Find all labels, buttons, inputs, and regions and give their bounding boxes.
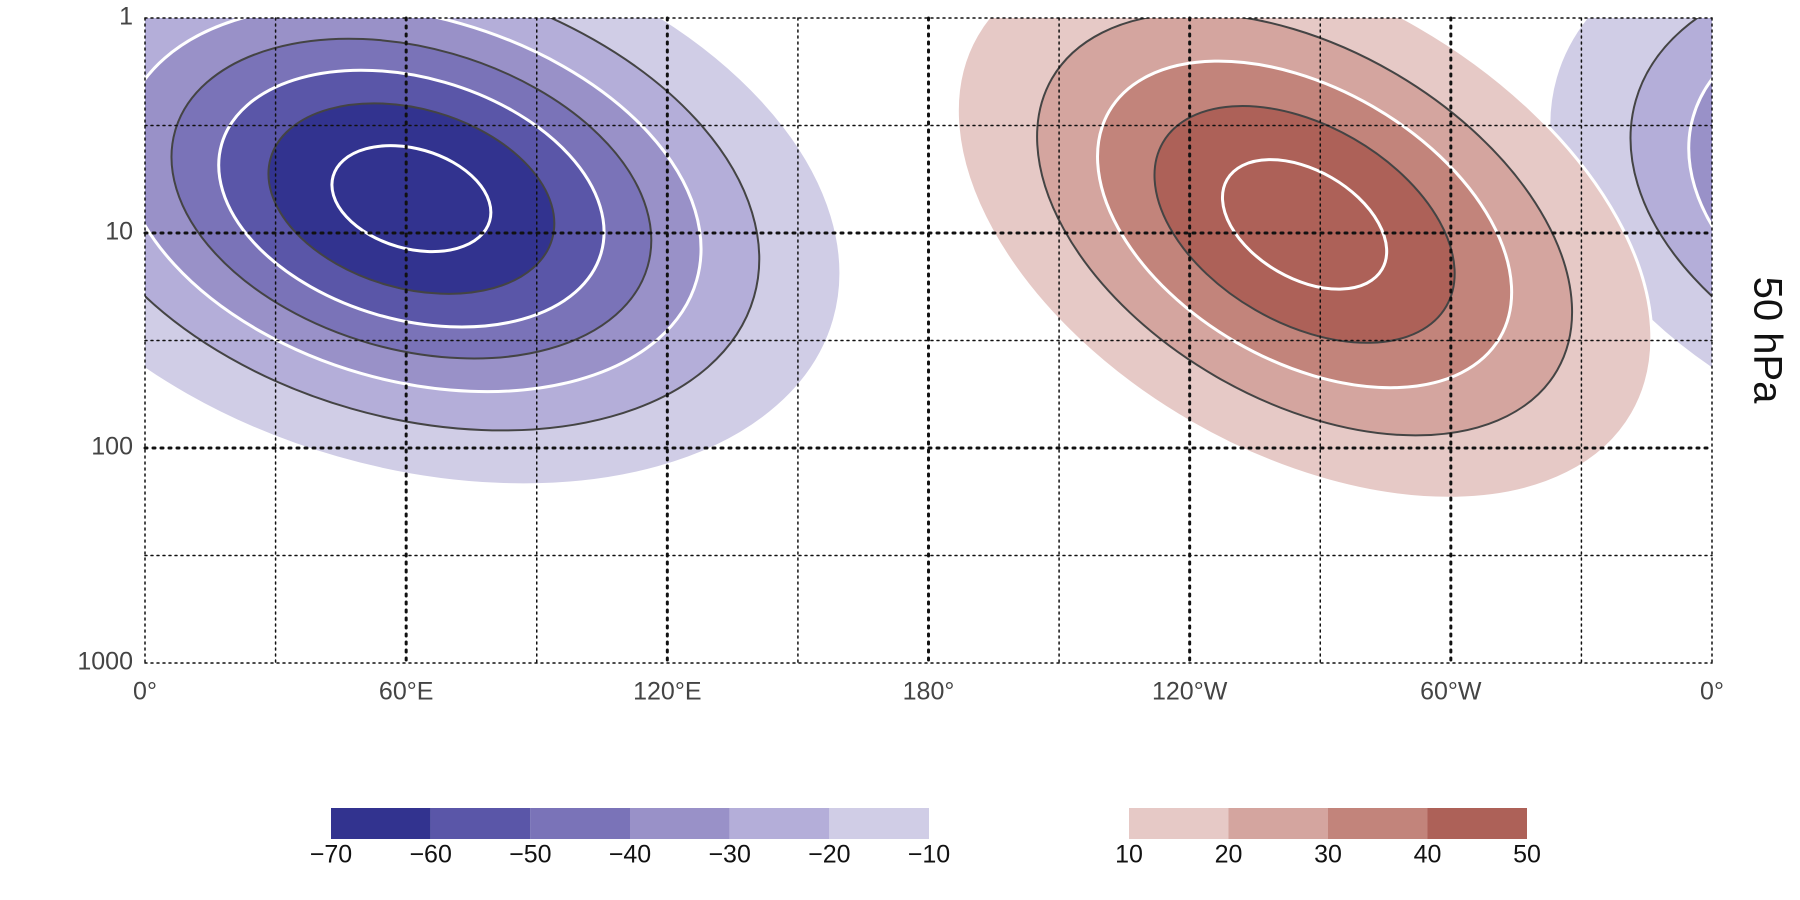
annotation: 50 hPa bbox=[1745, 277, 1789, 405]
x-tick-label: 60°E bbox=[379, 678, 433, 706]
x-tick-label: 0° bbox=[1700, 678, 1724, 706]
colorbar-tick-label: 20 bbox=[1215, 841, 1243, 869]
x-tick-label: 60°W bbox=[1420, 678, 1482, 706]
contour-region bbox=[330, 144, 493, 254]
colorbar-swatch bbox=[430, 808, 531, 839]
colorbar-tick-label: 40 bbox=[1414, 841, 1442, 869]
contour-region bbox=[1687, 18, 1712, 394]
colorbar-tick-label: −60 bbox=[409, 841, 451, 869]
x-tick-label: 120°W bbox=[1152, 678, 1228, 706]
contour-region bbox=[267, 102, 556, 295]
colorbar-swatch bbox=[530, 808, 630, 839]
colorbar-swatch bbox=[829, 808, 929, 839]
y-tick-label: 1000 bbox=[77, 648, 133, 676]
colorbar-swatch bbox=[1427, 808, 1527, 839]
colorbar-tick-label: −10 bbox=[908, 841, 950, 869]
contour-region bbox=[1629, 18, 1712, 432]
x-tick-label: 180° bbox=[903, 678, 955, 706]
colorbar-swatch bbox=[1328, 808, 1428, 839]
colorbar-tick-label: −40 bbox=[609, 841, 651, 869]
y-tick-label: 100 bbox=[91, 433, 133, 461]
y-tick-label: 10 bbox=[105, 218, 133, 246]
labels: 0° 60°E 120°E 180° 120°W 60°W 0° 1 10 100 1000 −70 −… bbox=[77, 3, 1724, 869]
contour-fields bbox=[145, 18, 1712, 500]
colorbar-tick-label: 10 bbox=[1115, 841, 1143, 869]
contour-region bbox=[1547, 18, 1712, 487]
colorbar-tick-label: 30 bbox=[1314, 841, 1342, 869]
contour-region bbox=[1220, 158, 1389, 291]
colorbar-swatch bbox=[1228, 808, 1328, 839]
contour-region bbox=[1153, 105, 1456, 344]
colorbar-tick-label: −50 bbox=[509, 841, 551, 869]
colorbar-swatch bbox=[630, 808, 730, 839]
colorbar-swatch bbox=[729, 808, 830, 839]
y-tick-label: 1 bbox=[119, 3, 133, 31]
colorbar-swatch bbox=[331, 808, 431, 839]
x-tick-label: 0° bbox=[133, 678, 157, 706]
x-tick-label: 120°E bbox=[633, 678, 701, 706]
colorbar-tick-label: −30 bbox=[708, 841, 750, 869]
colorbar-tick-label: 50 bbox=[1513, 841, 1541, 869]
colorbar-swatch bbox=[1129, 808, 1229, 839]
grid bbox=[143, 16, 1714, 665]
colorbar-tick-label: −20 bbox=[808, 841, 850, 869]
colorbar-tick-label: −70 bbox=[310, 841, 352, 869]
